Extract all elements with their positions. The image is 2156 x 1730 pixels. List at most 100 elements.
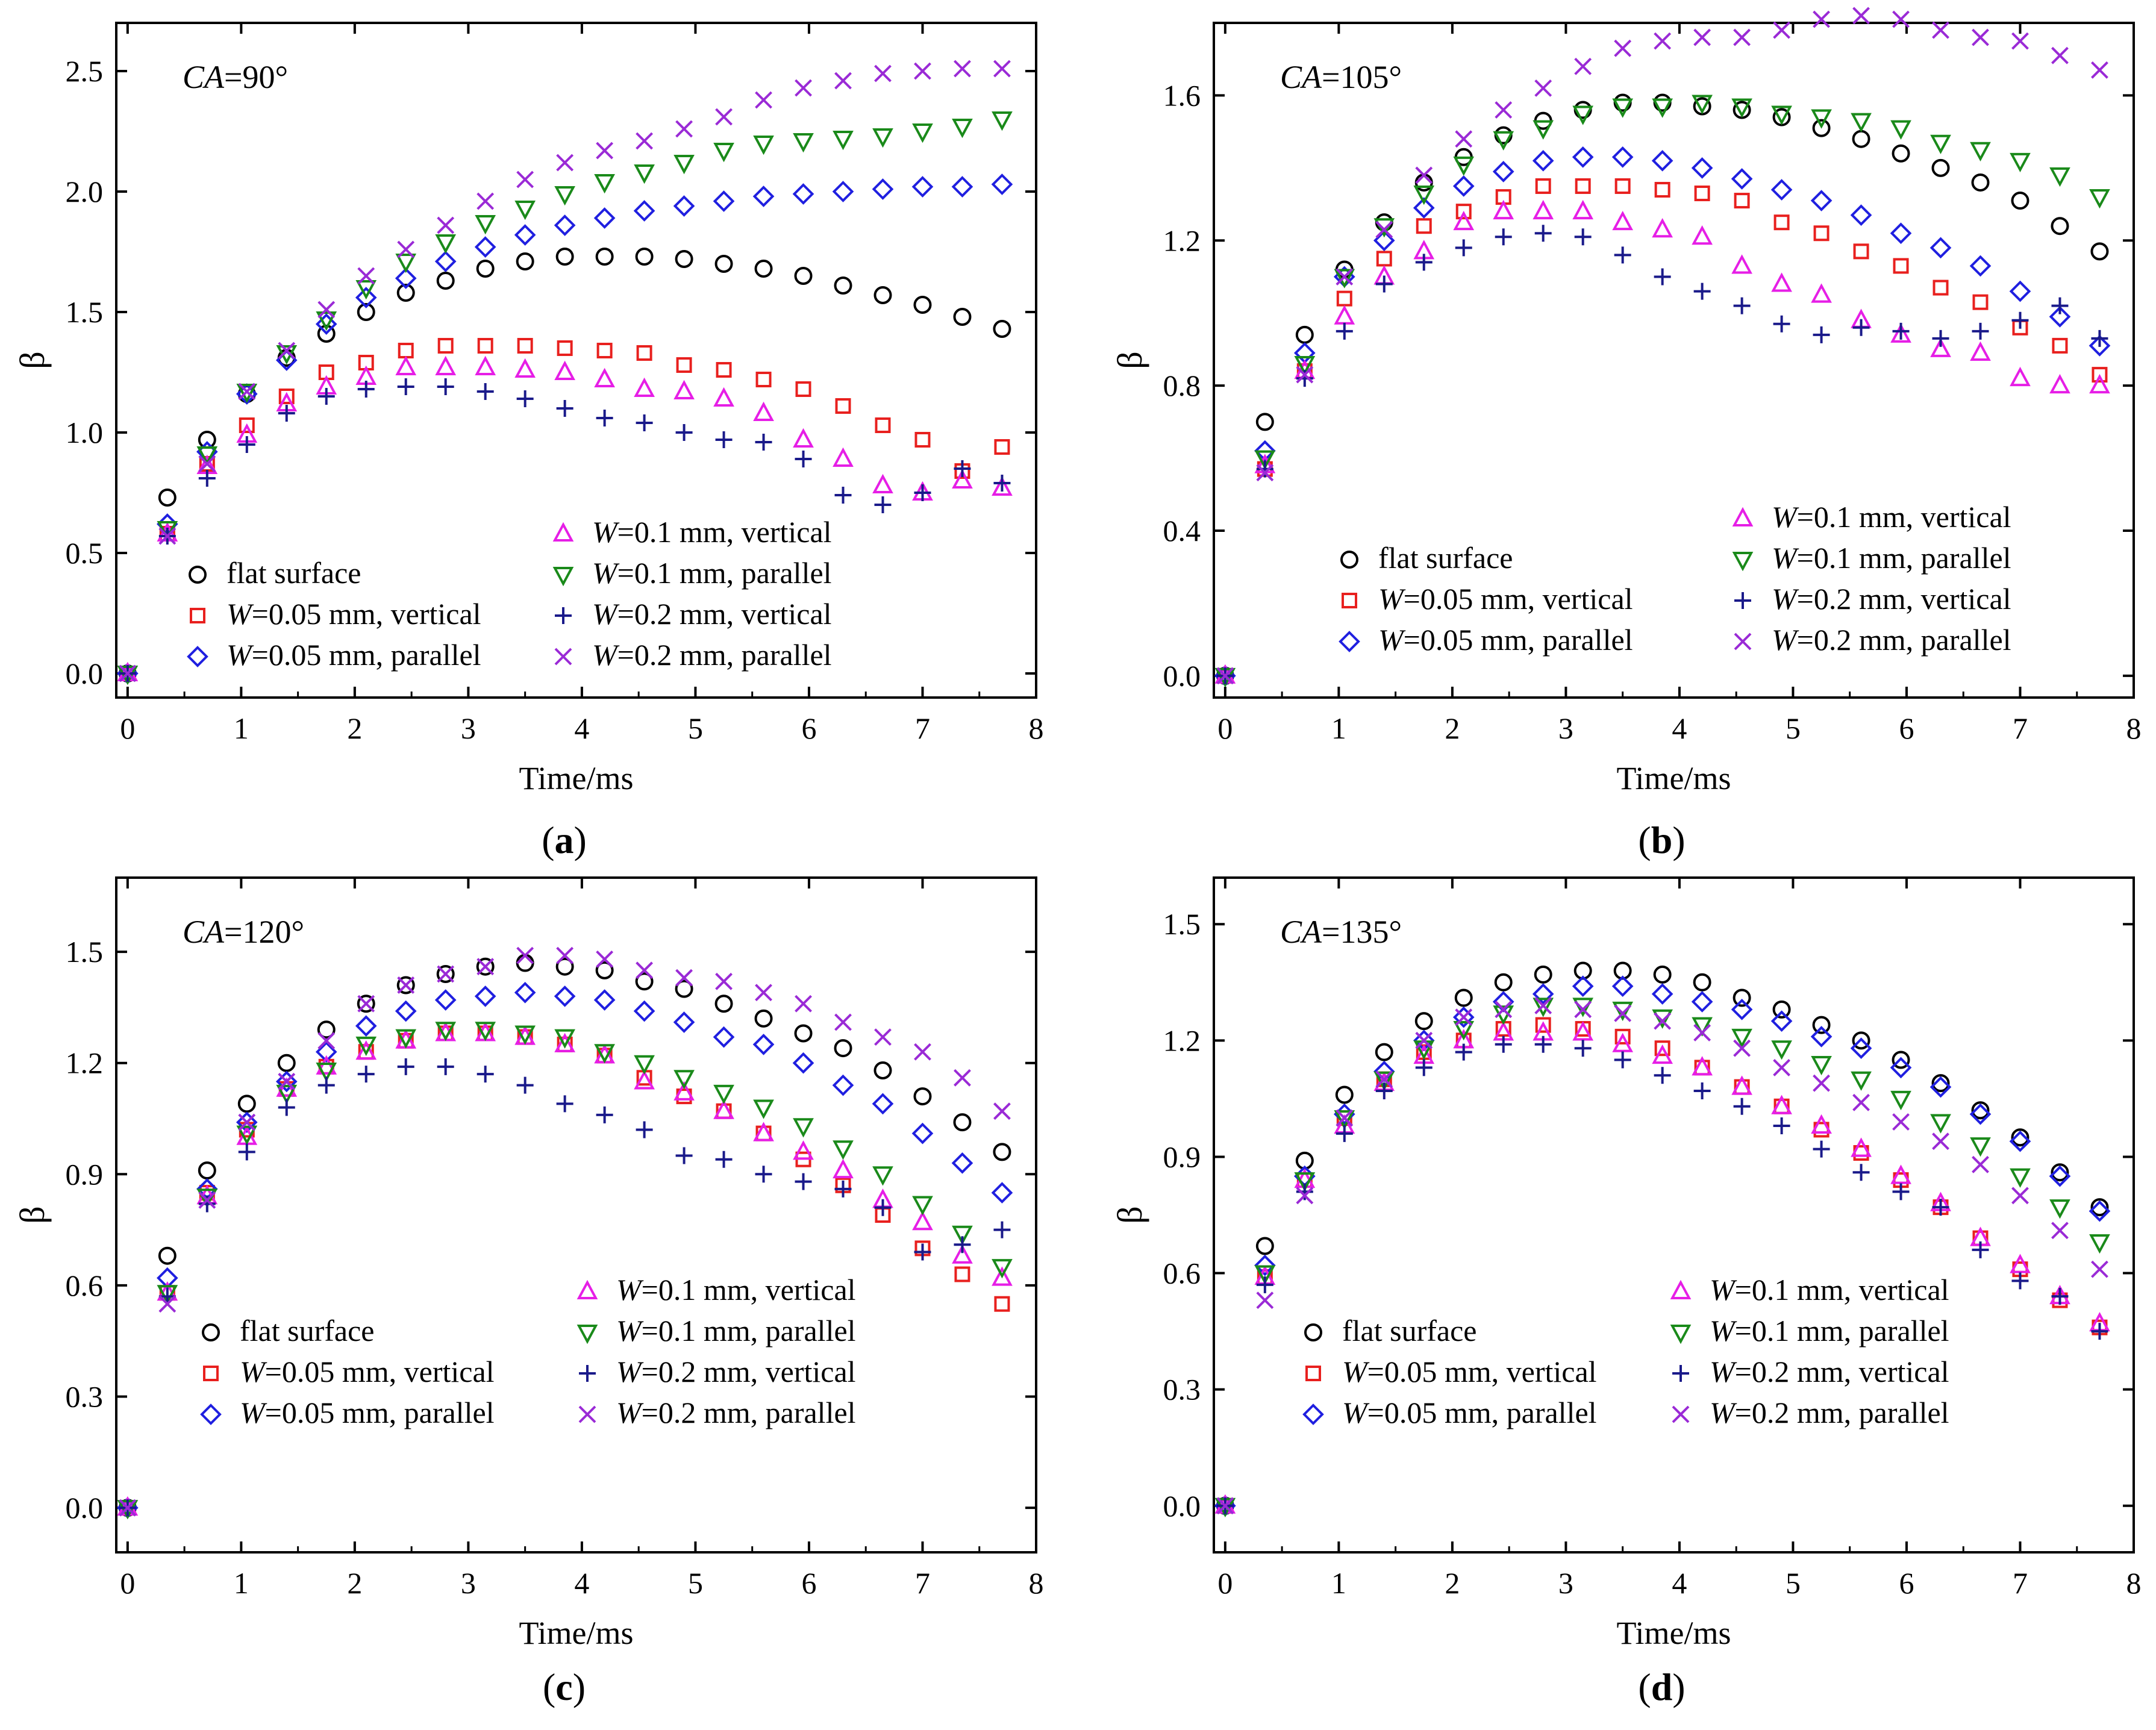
legend-label-text: flat surface: [1378, 541, 1513, 575]
data-point: [1373, 230, 1395, 252]
data-point: [1811, 1114, 1832, 1134]
data-point: [1572, 146, 1594, 168]
legend-label-italic: W: [1342, 1355, 1370, 1388]
data-point: [2011, 1187, 2029, 1205]
data-point: [1813, 1140, 1830, 1158]
x-tick-label: 2: [347, 1566, 362, 1600]
legend-label-text: =0.1 mm, parallel: [642, 1314, 856, 1347]
legend-marker: [578, 1405, 596, 1423]
x-tick-label: 8: [1029, 1566, 1044, 1600]
data-point: [834, 72, 852, 90]
data-point: [555, 248, 574, 266]
data-point: [317, 1076, 335, 1094]
data-point: [1534, 1035, 1552, 1053]
data-point: [991, 173, 1013, 195]
data-point: [475, 1022, 496, 1041]
data-point: [516, 390, 534, 407]
data-point: [516, 946, 534, 964]
x-tick-label: 7: [915, 1566, 930, 1600]
data-point: [477, 383, 494, 400]
data-point: [1256, 460, 1273, 478]
data-point: [1971, 1101, 1990, 1120]
data-point: [475, 215, 496, 235]
data-point: [1892, 1113, 1910, 1131]
data-point: [1851, 1137, 1872, 1157]
data-point: [833, 131, 854, 151]
data-point: [673, 1070, 695, 1090]
data-point: [1455, 1043, 1472, 1061]
data-point: [1415, 254, 1433, 271]
data-point: [514, 1025, 536, 1045]
data-point: [2049, 305, 2071, 328]
data-point: [952, 469, 973, 489]
data-point: [357, 1066, 375, 1083]
data-point: [196, 446, 218, 466]
y-tick-label: 0.9: [66, 1157, 104, 1191]
data-point: [158, 1246, 177, 1265]
data-point: [1851, 113, 1872, 133]
data-point: [396, 976, 415, 995]
data-point: [435, 1022, 457, 1041]
data-point: [317, 301, 336, 319]
x-tick-label: 2: [1445, 711, 1460, 745]
data-point: [2051, 297, 2069, 314]
panel-caption-letter: c: [555, 1666, 572, 1708]
data-point: [1612, 1032, 1634, 1052]
legend-label-italic: W: [227, 597, 254, 631]
legend-marker: [579, 1365, 596, 1382]
y-tick-label: 1.2: [1163, 1023, 1201, 1057]
legend-marker: [1734, 592, 1751, 609]
legend-marker: [1305, 1366, 1321, 1381]
data-point: [2091, 1323, 2108, 1340]
y-tick-label: 1.2: [66, 1046, 104, 1080]
data-point: [1612, 210, 1634, 231]
data-point: [1930, 1114, 1951, 1134]
data-point: [556, 1095, 573, 1113]
legend-label-italic: W: [616, 1273, 644, 1307]
data-point: [436, 272, 455, 290]
data-point: [2089, 373, 2110, 394]
data-point: [1495, 101, 1513, 119]
data-point: [1890, 1164, 1911, 1184]
legend-label-text: flat surface: [240, 1314, 374, 1347]
data-point: [1929, 1076, 1952, 1098]
data-point: [1296, 1187, 1314, 1205]
data-point: [1733, 28, 1751, 46]
data-point: [992, 1266, 1013, 1286]
data-point: [1969, 255, 1992, 277]
legend-label-text: =0.05 mm, vertical: [1367, 1355, 1597, 1388]
data-point: [713, 1084, 734, 1105]
legend-label: W=0.2 mm, vertical: [616, 1355, 856, 1388]
data-point: [1493, 199, 1514, 220]
y-axis-label: β: [1110, 1206, 1149, 1224]
data-point: [714, 255, 733, 273]
data-point: [1495, 228, 1512, 246]
data-point: [634, 164, 655, 184]
data-point: [397, 240, 415, 258]
data-point: [434, 989, 457, 1011]
legend-label-italic: W: [1710, 1314, 1737, 1347]
data-point: [872, 1093, 894, 1115]
data-point: [1455, 239, 1472, 257]
data-point: [278, 389, 295, 404]
legend-label-italic: W: [1772, 500, 1799, 534]
legend-label-italic: W: [1378, 623, 1406, 657]
data-point: [594, 174, 615, 194]
legend-label-text: =0.05 mm, vertical: [1404, 582, 1633, 616]
data-point: [635, 248, 654, 266]
data-point: [436, 965, 455, 983]
data-point: [911, 176, 934, 198]
ca-annotation-italic: CA: [183, 59, 225, 95]
data-point: [872, 1166, 893, 1186]
plot-frame: [115, 22, 1037, 699]
legend-marker: [187, 646, 208, 667]
data-point: [914, 62, 931, 80]
data-point: [753, 1099, 774, 1119]
data-point: [1852, 319, 1870, 336]
data-point: [1890, 222, 1912, 245]
data-point: [636, 1121, 653, 1138]
x-tick-label: 0: [120, 711, 135, 745]
data-point: [634, 1055, 655, 1075]
legend-label-text: =0.05 mm, parallel: [252, 638, 481, 672]
legend-label-text: =0.2 mm, parallel: [617, 638, 832, 672]
